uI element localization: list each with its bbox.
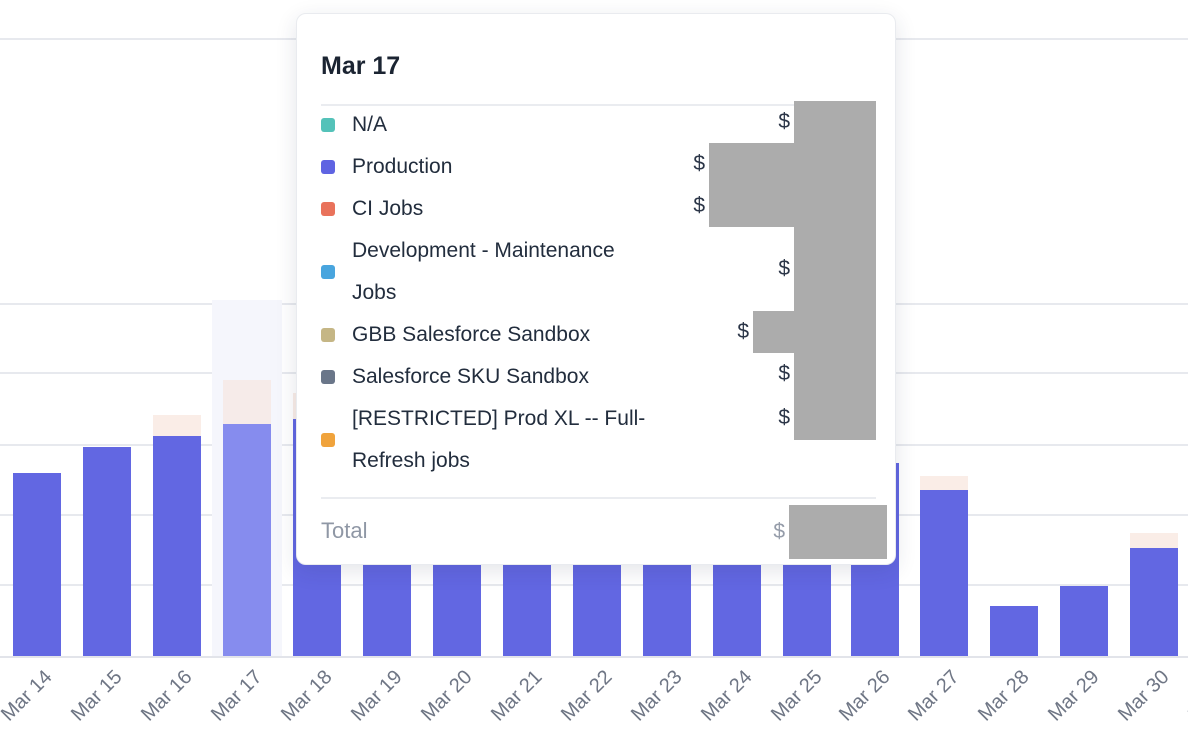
legend-swatch-icon	[321, 265, 335, 279]
redacted-value	[794, 101, 876, 143]
x-axis-label: Mar 24	[696, 666, 757, 726]
bar-segment-production-mar-15[interactable]	[83, 447, 131, 656]
total-currency-symbol: $	[773, 520, 785, 543]
redacted-value	[794, 227, 876, 311]
redacted-value	[794, 395, 876, 440]
legend-swatch-icon	[321, 160, 335, 174]
tooltip-row: Production	[321, 146, 452, 188]
bar-segment-ci-jobs-mar-17[interactable]	[223, 380, 271, 424]
chart-tooltip: Mar 17 N/A $ Production $ CI Jobs $ Developmen…	[296, 13, 896, 565]
tooltip-divider-top	[321, 104, 876, 106]
bar-segment-production-mar-16[interactable]	[153, 436, 201, 656]
currency-symbol: $	[778, 257, 790, 280]
x-axis-label: Mar 16	[136, 666, 197, 726]
tooltip-total-label: Total	[321, 518, 368, 543]
redacted-value	[794, 353, 876, 395]
tooltip-row-label: Production	[352, 155, 453, 178]
tooltip-row: N/A	[321, 104, 387, 146]
redacted-value	[709, 143, 876, 185]
currency-symbol: $	[737, 320, 749, 343]
x-axis-label: Mar 15	[66, 666, 127, 726]
tooltip-row-label: CI Jobs	[352, 197, 424, 220]
x-axis-label: Mar 19	[346, 666, 407, 726]
redacted-value	[709, 185, 876, 227]
x-axis-label: Mar 22	[556, 666, 617, 726]
tooltip-row-label: Development - Maintenance Jobs	[352, 239, 615, 304]
tooltip-row-label: GBB Salesforce Sandbox	[352, 323, 591, 346]
x-axis-label: Mar 31	[1183, 666, 1188, 726]
legend-swatch-icon	[321, 118, 335, 132]
bar-segment-production-mar-14[interactable]	[13, 473, 61, 656]
x-axis-label: Mar 28	[973, 666, 1034, 726]
x-axis-label: Mar 26	[834, 666, 895, 726]
bar-segment-ci-jobs-mar-27[interactable]	[920, 476, 968, 490]
x-axis-label: Mar 29	[1043, 666, 1104, 726]
bar-segment-ci-jobs-mar-30[interactable]	[1130, 533, 1178, 548]
tooltip-row: Salesforce SKU Sandbox	[321, 356, 589, 398]
x-axis-label: Mar 18	[276, 666, 337, 726]
tooltip-row-label: Salesforce SKU Sandbox	[352, 365, 589, 388]
x-axis-label: Mar 17	[206, 666, 267, 726]
legend-swatch-icon	[321, 433, 335, 447]
currency-symbol: $	[778, 110, 790, 133]
legend-swatch-icon	[321, 202, 335, 216]
x-axis-label: Mar 25	[766, 666, 827, 726]
bar-segment-production-mar-30[interactable]	[1130, 548, 1178, 656]
x-axis-label: Mar 20	[416, 666, 477, 726]
redacted-total-value	[789, 505, 887, 559]
tooltip-row: [RESTRICTED] Prod XL -- Full- Refresh jo…	[321, 398, 645, 482]
x-axis-line	[0, 656, 1188, 658]
tooltip-title: Mar 17	[321, 52, 401, 80]
tooltip-row: GBB Salesforce Sandbox	[321, 314, 590, 356]
bar-segment-production-mar-17[interactable]	[223, 424, 271, 656]
bar-segment-production-mar-28[interactable]	[990, 606, 1038, 656]
x-axis-label: Mar 21	[486, 666, 547, 726]
tooltip-row-label: N/A	[352, 113, 388, 136]
legend-swatch-icon	[321, 328, 335, 342]
tooltip-row-label: [RESTRICTED] Prod XL -- Full- Refresh jo…	[352, 407, 646, 472]
currency-symbol: $	[778, 362, 790, 385]
tooltip-row: Development - Maintenance Jobs	[321, 230, 615, 314]
tooltip-row: CI Jobs	[321, 188, 423, 230]
currency-symbol: $	[693, 194, 705, 217]
bar-segment-production-mar-29[interactable]	[1060, 586, 1108, 656]
tooltip-divider-bottom	[321, 497, 876, 499]
x-axis-label: Mar 14	[0, 666, 57, 726]
legend-swatch-icon	[321, 370, 335, 384]
x-axis-label: Mar 27	[903, 666, 964, 726]
bar-segment-ci-jobs-mar-16[interactable]	[153, 415, 201, 436]
x-axis-label: Mar 23	[626, 666, 687, 726]
bar-segment-production-mar-27[interactable]	[920, 490, 968, 656]
x-axis-label: Mar 30	[1113, 666, 1174, 726]
currency-symbol: $	[693, 152, 705, 175]
redacted-value	[753, 311, 876, 353]
currency-symbol: $	[778, 406, 790, 429]
